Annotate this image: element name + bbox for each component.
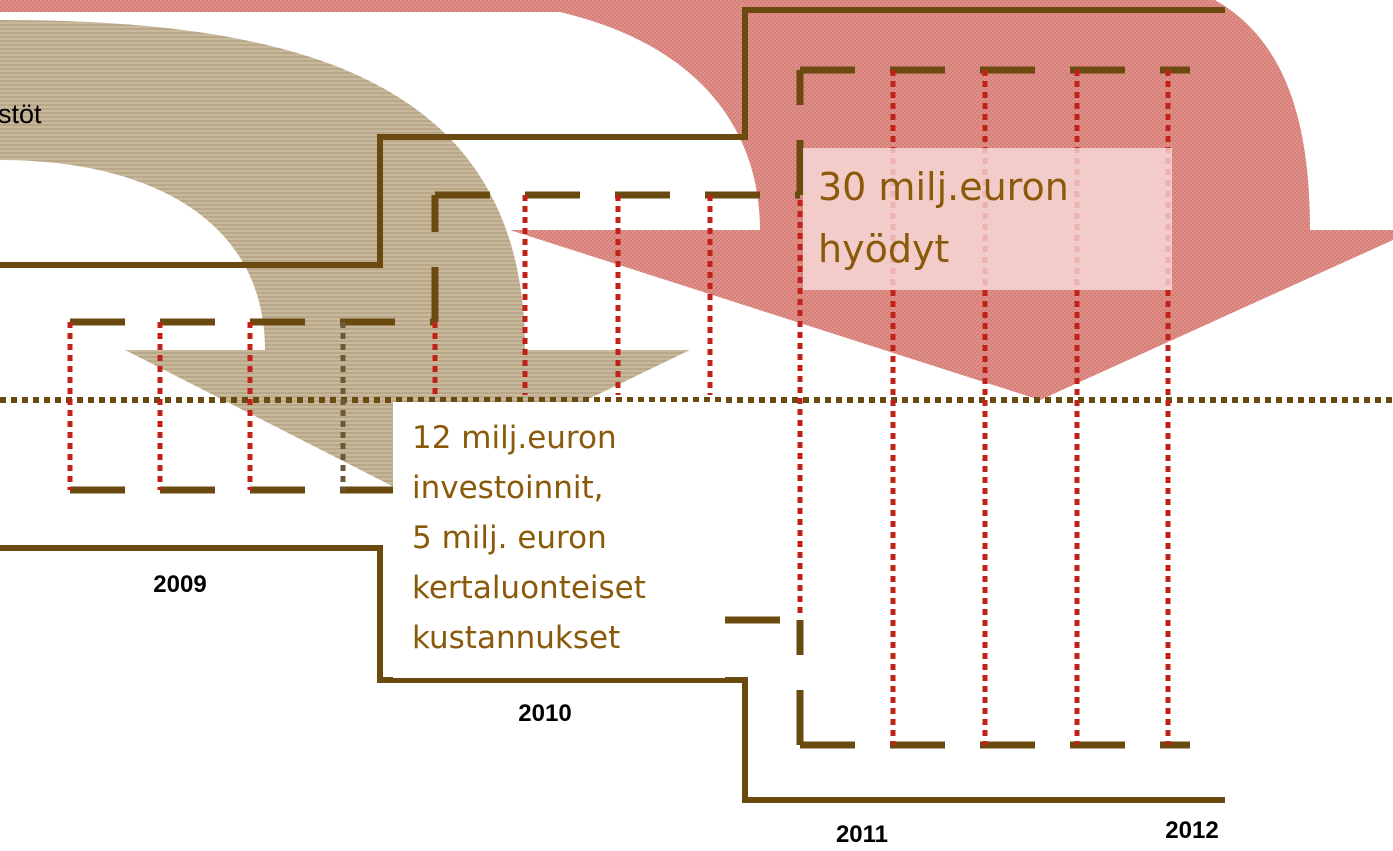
investments-line: investoinnit, (412, 470, 603, 506)
year-label: 2009 (153, 571, 206, 598)
year-label: 2011 (836, 821, 888, 848)
year-label: 2010 (518, 700, 571, 727)
year-label: 2012 (1165, 817, 1218, 844)
benefits-line: hyödyt (818, 227, 949, 271)
investments-line: kertaluonteiset (412, 570, 646, 606)
top-left-label: stöt (0, 99, 42, 129)
benefits-line: 30 milj.euron (818, 165, 1069, 209)
investments-line: 5 milj. euron (412, 520, 607, 556)
investments-line: 12 milj.euron (412, 420, 617, 456)
diagram: 30 milj.euron hyödyt 12 milj.euron inves… (0, 0, 1393, 851)
investments-line: kustannukset (412, 620, 620, 656)
